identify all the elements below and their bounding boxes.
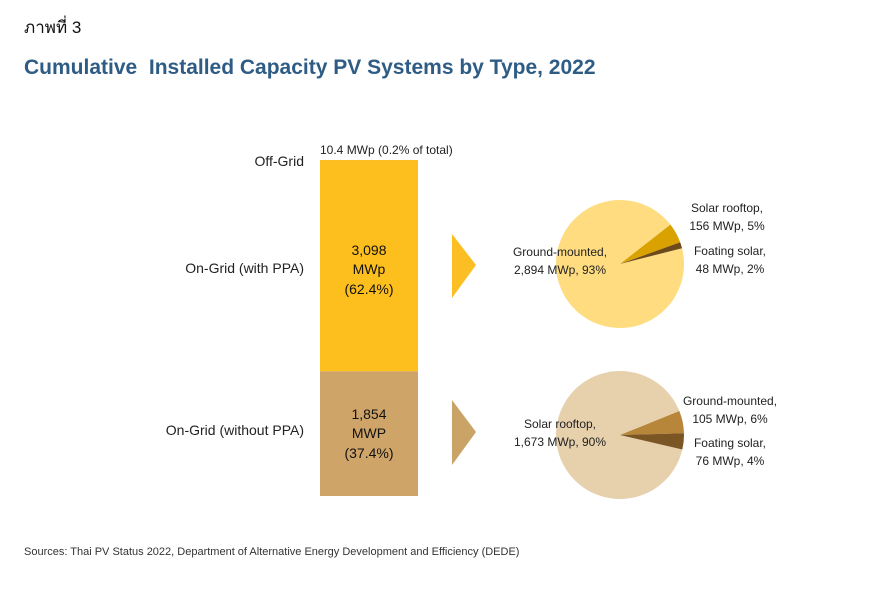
- noppa-label-share: (37.4%): [344, 445, 393, 461]
- sources-note: Sources: Thai PV Status 2022, Department…: [24, 546, 520, 558]
- pie-ppa-label-floating-line1: Foating solar,: [694, 244, 766, 258]
- bar-segment-ppa: [320, 163, 418, 372]
- pie-noppa-label-rooftop-line2: 1,673 MWp, 90%: [514, 435, 606, 449]
- category-label-noppa: On-Grid (without PPA): [166, 422, 304, 438]
- figure-label: ภาพที่ 3: [24, 18, 82, 37]
- offgrid-data-label: 10.4 MWp (0.2% of total): [320, 143, 453, 157]
- pie-noppa-label-rooftop-line1: Solar rooftop,: [524, 417, 596, 431]
- pie-ppa-label-rooftop-line2: 156 MWp, 5%: [689, 219, 765, 233]
- pie-ppa-slice-ground-mounted: [556, 200, 685, 329]
- pie-noppa-label-ground-line1: Ground-mounted,: [683, 394, 777, 408]
- pie-noppa-slice-ground-mounted: [620, 411, 684, 435]
- arrow-ppa-icon: [452, 234, 476, 298]
- pie-noppa-label-ground-line2: 105 MWp, 6%: [692, 412, 768, 426]
- pie-noppa-label-floating-line1: Foating solar,: [694, 436, 766, 450]
- pie-noppa-label-floating-line2: 76 MWp, 4%: [696, 454, 765, 468]
- noppa-label-unit: MWP: [352, 425, 386, 441]
- pie-ppa-label-rooftop-line1: Solar rooftop,: [691, 201, 763, 215]
- pie-ppa-label-floating-line2: 48 MWp, 2%: [696, 262, 765, 276]
- noppa-label-value: 1,854: [351, 406, 386, 422]
- arrow-noppa-icon: [452, 400, 476, 465]
- pie-ppa-slice-floating-solar: [620, 242, 683, 264]
- bar-segment-offgrid: [320, 160, 418, 163]
- pie-noppa-slice-floating-solar: [620, 433, 684, 450]
- bar-segment-noppa: [320, 371, 418, 496]
- pie-ppa-slice-solar-rooftop: [620, 224, 681, 264]
- category-label-offgrid: Off-Grid: [254, 153, 304, 169]
- pie-ppa-label-ground-line1: Ground-mounted,: [513, 245, 607, 259]
- pie-ppa-label-ground-line2: 2,894 MWp, 93%: [514, 263, 606, 277]
- category-label-ppa: On-Grid (with PPA): [185, 260, 304, 276]
- ppa-label-value: 3,098: [351, 242, 386, 258]
- chart-title: Cumulative Installed Capacity PV Systems…: [24, 56, 596, 79]
- ppa-label-unit: MWp: [353, 261, 386, 277]
- ppa-label-share: (62.4%): [344, 281, 393, 297]
- pie-noppa-slice-solar-rooftop: [555, 370, 683, 499]
